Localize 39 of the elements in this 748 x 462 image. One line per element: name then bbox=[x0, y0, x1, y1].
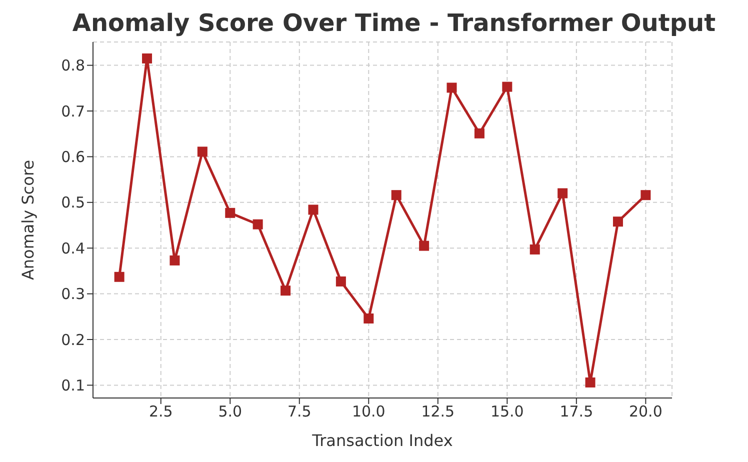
point bbox=[474, 128, 484, 138]
y-tick-label: 0.3 bbox=[61, 285, 85, 304]
x-tick-label: 10.0 bbox=[352, 402, 386, 421]
point bbox=[252, 219, 263, 230]
point bbox=[308, 204, 318, 215]
x-tick-label: 7.5 bbox=[287, 402, 312, 421]
point bbox=[585, 377, 596, 388]
point bbox=[640, 190, 651, 200]
x-tick-label: 2.5 bbox=[148, 402, 173, 421]
y-axis-title: Anomaly Score bbox=[18, 160, 38, 280]
point bbox=[142, 53, 152, 64]
y-tick-label: 0.4 bbox=[61, 239, 85, 258]
point bbox=[114, 272, 124, 282]
point bbox=[419, 240, 430, 251]
point bbox=[197, 146, 208, 157]
y-tick-label: 0.1 bbox=[61, 376, 85, 395]
x-tick-label: 15.0 bbox=[490, 402, 524, 421]
y-tick-label: 0.5 bbox=[61, 194, 85, 212]
x-tick-label: 12.5 bbox=[421, 402, 455, 421]
x-tick-label: 17.5 bbox=[560, 402, 594, 421]
point bbox=[446, 82, 457, 93]
x-tick-label: 5.0 bbox=[218, 402, 242, 421]
point bbox=[170, 255, 180, 266]
x-tick-label: 20.0 bbox=[628, 402, 662, 421]
y-tick-label: 0.8 bbox=[61, 56, 85, 75]
point bbox=[280, 286, 291, 296]
y-tick-label: 0.6 bbox=[61, 148, 85, 166]
point bbox=[612, 216, 623, 227]
point bbox=[558, 188, 568, 198]
x-axis-title: Transaction Index bbox=[311, 431, 453, 450]
point bbox=[225, 208, 236, 218]
y-tick-label: 0.7 bbox=[61, 102, 85, 120]
y-tick-label: 0.2 bbox=[61, 330, 85, 349]
chart-title: Anomaly Score Over Time - Transformer Output bbox=[71, 8, 717, 38]
point bbox=[364, 313, 374, 324]
point bbox=[336, 276, 346, 286]
point bbox=[502, 82, 512, 92]
point bbox=[391, 190, 402, 200]
point bbox=[530, 244, 540, 254]
